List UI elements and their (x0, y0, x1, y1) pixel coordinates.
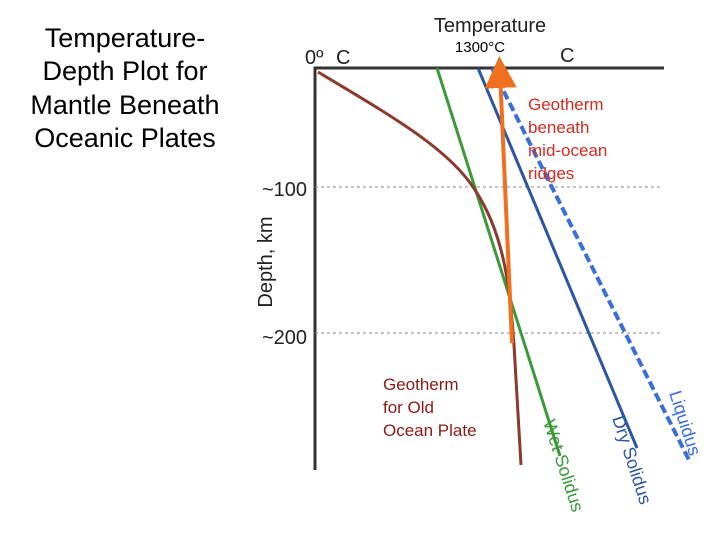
title-line: Oceanic Plates (34, 123, 216, 154)
temperature-axis-title: Temperature (434, 15, 546, 37)
liquidus-curve (490, 67, 692, 463)
depth-axis-title: Depth, km (255, 216, 277, 307)
temp-zero-unit: C (336, 47, 350, 69)
title-line: Mantle Beneath (30, 89, 220, 120)
old-plate-geotherm-label: Geotherm for Old Ocean Plate (383, 375, 477, 440)
wet-solidus-curve (435, 67, 562, 457)
ridge-geotherm-label: Geotherm beneath mid-ocean ridges (528, 95, 612, 183)
temp-1300-label: 1300°C (455, 39, 505, 56)
title-line: Depth Plot for (42, 56, 208, 87)
slide-title: Temperature- Depth Plot for Mantle Benea… (14, 22, 236, 156)
depth-100-label: ~100 (262, 179, 307, 201)
dry-solidus-label: Dry Solidus (608, 413, 655, 507)
title-line: Temperature- (44, 23, 206, 53)
ridge-geotherm-arrow (484, 56, 517, 344)
temp-right-unit: C (560, 45, 574, 67)
wet-solidus-label: Wet Solidus (539, 417, 588, 514)
temp-zero-label: 0º (305, 47, 324, 69)
depth-200-label: ~200 (262, 327, 307, 349)
old-plate-geotherm-curve (317, 70, 523, 466)
